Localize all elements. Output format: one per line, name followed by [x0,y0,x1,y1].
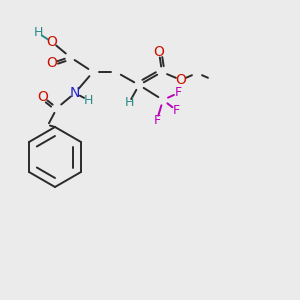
Text: H: H [33,26,43,40]
Text: H: H [124,97,134,110]
Text: H: H [83,94,93,106]
Text: O: O [46,35,57,49]
Text: F: F [153,113,161,127]
Text: O: O [154,45,164,59]
Text: O: O [46,56,57,70]
Text: F: F [174,86,182,100]
Text: N: N [70,86,80,100]
Text: O: O [176,73,186,87]
Text: F: F [172,103,180,116]
Text: O: O [38,90,48,104]
